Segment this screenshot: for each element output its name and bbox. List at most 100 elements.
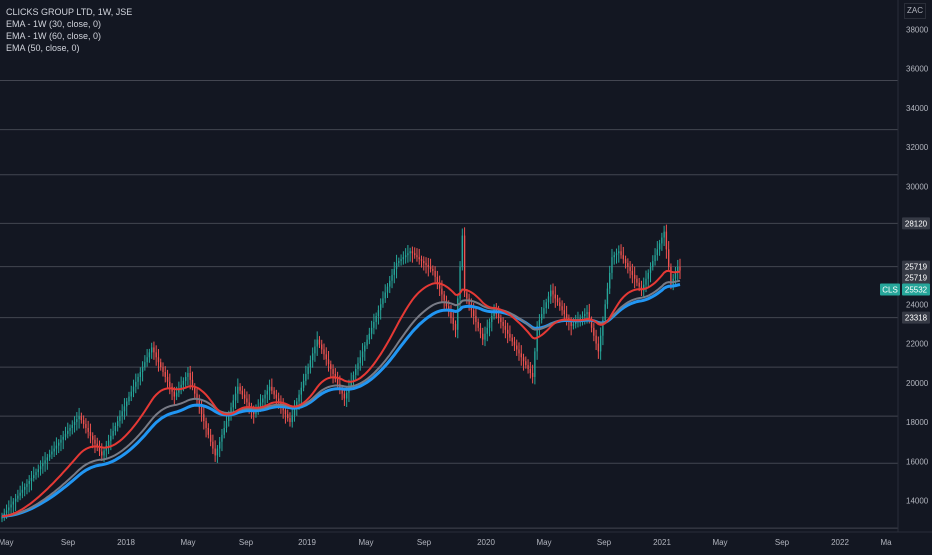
y-tick-label: 36000 [906,65,929,74]
candle-body [529,369,532,373]
candle-body [599,335,602,352]
candle-body [194,386,196,394]
candle-body [452,318,454,324]
candle-body [219,441,221,449]
candle-body [291,415,293,423]
candle-body [620,251,622,256]
candle-body [502,321,504,326]
candle-body [429,266,432,269]
y-tick-label: 14000 [906,497,929,506]
x-tick-label: 2021 [653,538,671,547]
candle-body [327,359,330,365]
candle-body [670,266,672,285]
candle-body [121,411,123,417]
candle-body [427,265,429,267]
candle-body [395,263,398,269]
candle-body [418,257,420,260]
candle-body [298,394,300,402]
candle-body [661,237,663,244]
candle-body [509,333,511,338]
candle-body [8,507,10,511]
candle-body [572,323,575,326]
candle-body [48,454,51,458]
candle-body [593,327,595,336]
candle-body [189,372,191,380]
price-tag-28120: 28120 [905,219,928,228]
candle-body [116,421,119,426]
candle-body [39,466,42,470]
candle-body [559,302,561,307]
candle-body [318,339,321,345]
y-tick-label: 18000 [906,418,929,427]
candle-body [82,420,85,425]
candle-body [323,349,325,355]
candle-body [538,319,541,326]
candle-body [534,351,536,377]
candle-body [150,347,153,353]
candle-body [132,386,135,392]
currency-label[interactable]: ZAC [904,3,926,19]
candle-body [393,268,395,275]
candle-body [561,306,563,311]
candle-body [554,294,556,299]
y-tick-label: 32000 [906,143,929,152]
y-tick-label: 30000 [906,182,929,191]
candle-body [627,263,629,267]
candle-body [613,255,615,258]
price-tag-symbol: CLS [882,286,898,295]
candle-body [400,259,402,262]
candle-body [475,316,477,322]
candle-body [361,351,364,358]
candle-body [506,329,509,334]
candle-body [441,288,443,295]
candle-body [414,253,416,256]
candle-body [173,391,176,397]
candle-body [491,316,493,322]
candle-body [180,384,182,389]
candle-body [547,296,550,303]
candle-body [114,425,117,431]
candle-body [482,333,484,340]
candle-body [436,276,439,283]
candle-body [674,272,677,279]
x-tick-label: May [180,538,195,547]
candle-body [14,498,17,502]
price-tag-23318-bg [902,311,930,324]
candle-body [205,421,207,428]
candle-body [350,380,352,387]
price-tag-25719-upper: 25719 [905,263,928,272]
candle-body [162,367,164,373]
candle-body [364,345,366,352]
candle-body [225,421,228,428]
candle-body [207,427,210,435]
candle-body [80,416,83,421]
x-tick-label: 2020 [477,538,495,547]
x-tick-label: Sep [775,538,790,547]
candle-body [595,335,597,344]
candle-body [454,323,457,330]
price-tag-symbol-bg [880,283,900,296]
candle-body [273,390,275,395]
candle-body [321,344,323,350]
candle-body [677,266,679,273]
candle-body [101,451,103,456]
candle-body [64,433,67,437]
price-tag-28120-bg [902,217,930,230]
candle-body [243,394,246,399]
candle-body [407,253,409,256]
candle-body [87,427,89,432]
candle-body [343,393,346,399]
candle-body [42,463,44,467]
x-tick-label: Ma [880,538,892,547]
candle-body [513,341,516,346]
candle-body [135,381,137,387]
candle-body [266,390,268,395]
candle-body [633,274,636,279]
candle-body [459,266,461,299]
candle-body [527,365,529,370]
candle-body [597,343,600,352]
candle-body [511,337,513,342]
candle-body [581,316,584,319]
